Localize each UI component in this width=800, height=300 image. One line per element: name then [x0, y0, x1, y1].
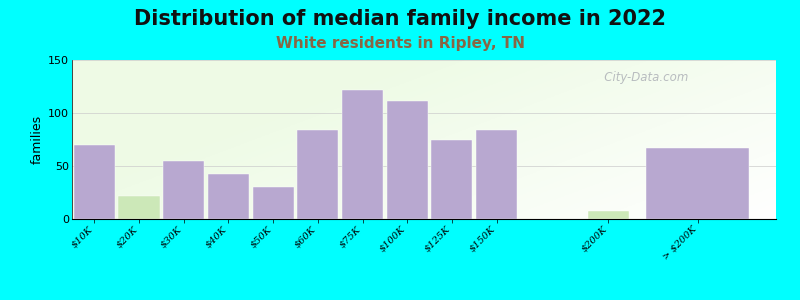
Y-axis label: families: families — [31, 115, 44, 164]
Text: City-Data.com: City-Data.com — [593, 71, 688, 84]
Bar — [476, 130, 517, 219]
Bar — [386, 101, 428, 219]
Bar — [208, 175, 249, 219]
Bar — [163, 161, 204, 219]
Bar — [253, 187, 294, 219]
Bar — [118, 196, 160, 219]
Bar — [298, 130, 338, 219]
Bar — [342, 90, 383, 219]
Bar — [74, 145, 115, 219]
Text: Distribution of median family income in 2022: Distribution of median family income in … — [134, 9, 666, 29]
Text: White residents in Ripley, TN: White residents in Ripley, TN — [275, 36, 525, 51]
Bar — [431, 140, 473, 219]
Bar — [646, 148, 749, 219]
Bar — [588, 211, 629, 219]
